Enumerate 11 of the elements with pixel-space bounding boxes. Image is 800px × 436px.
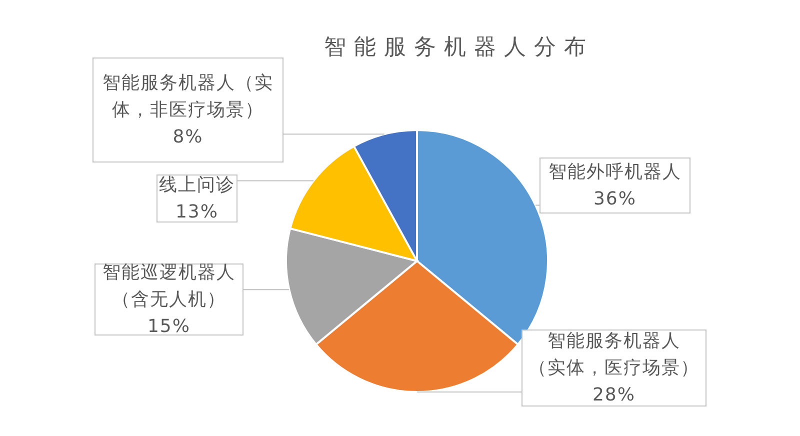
data-label: 15% xyxy=(147,316,191,337)
slice-label: 智能服务机器人（实体，医疗场景） xyxy=(528,330,700,378)
slice-label: 智能巡逻机器人（含无人机） xyxy=(102,262,236,310)
data-label: 28% xyxy=(592,384,636,406)
data-label: 13% xyxy=(175,202,219,222)
slice-label: 智能服务机器人（实体，非医疗场景） xyxy=(102,72,274,120)
slice-label: 智能外呼机器人 xyxy=(548,162,682,182)
data-label: 8% xyxy=(172,126,204,148)
slice-label: 线上问诊 xyxy=(159,174,235,196)
data-label: 36% xyxy=(593,188,637,210)
chart-title: 智能服务机器人分布 xyxy=(323,34,595,62)
